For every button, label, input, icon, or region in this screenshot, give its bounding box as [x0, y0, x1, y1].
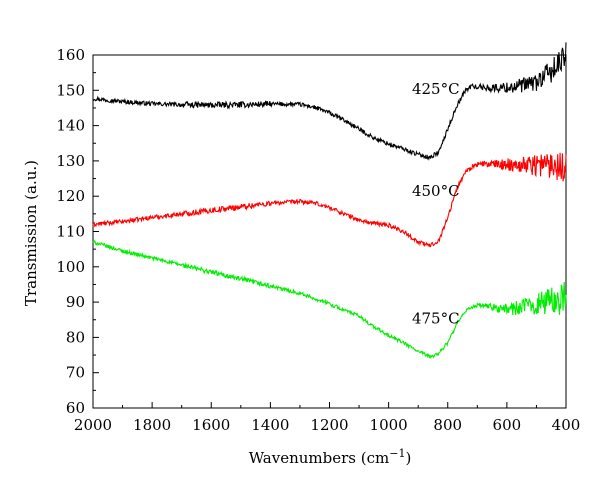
x-tick-label: 1200: [310, 416, 348, 434]
y-tick-label: 110: [56, 223, 85, 241]
series-line: [92, 152, 567, 248]
y-tick-label: 120: [56, 187, 85, 205]
series-line: [92, 42, 567, 161]
y-tick-label: 70: [66, 364, 85, 382]
y-tick-label: 80: [66, 328, 85, 346]
x-axis-label-superscript: −1: [389, 447, 405, 460]
x-axis-label-close: ): [405, 449, 411, 467]
y-tick-label: 150: [56, 81, 85, 99]
x-tick-label: 1400: [251, 416, 289, 434]
y-tick-label: 140: [56, 117, 85, 135]
series-label: 425°C: [412, 80, 460, 98]
x-tick-label: 400: [552, 416, 581, 434]
x-tick-label: 1800: [133, 416, 171, 434]
x-tick-label: 1600: [192, 416, 230, 434]
y-tick-label: 130: [56, 152, 85, 170]
plot-area: [92, 54, 567, 409]
x-tick-label: 800: [433, 416, 462, 434]
x-tick-label: 2000: [74, 416, 112, 434]
y-tick-label: 100: [56, 258, 85, 276]
y-tick-label: 60: [66, 399, 85, 417]
series-label: 475°C: [412, 309, 460, 327]
x-tick-label: 600: [493, 416, 522, 434]
series-line: [92, 239, 567, 359]
x-axis-label: Wavenumbers (cm−1): [249, 447, 412, 467]
y-tick-label: 90: [66, 293, 85, 311]
y-tick-label: 160: [56, 46, 85, 64]
x-tick-label: 1000: [370, 416, 408, 434]
series-layer: 425°C 450°C 475°C: [92, 42, 567, 359]
y-axis-label: Transmission (a.u.): [22, 160, 40, 306]
series-label: 450°C: [412, 182, 460, 200]
axes-layer: 2000 1800 1600 1400 1200 1000 800 600 400 60 70 80 9…: [56, 46, 580, 434]
plot-frame: [92, 54, 567, 409]
